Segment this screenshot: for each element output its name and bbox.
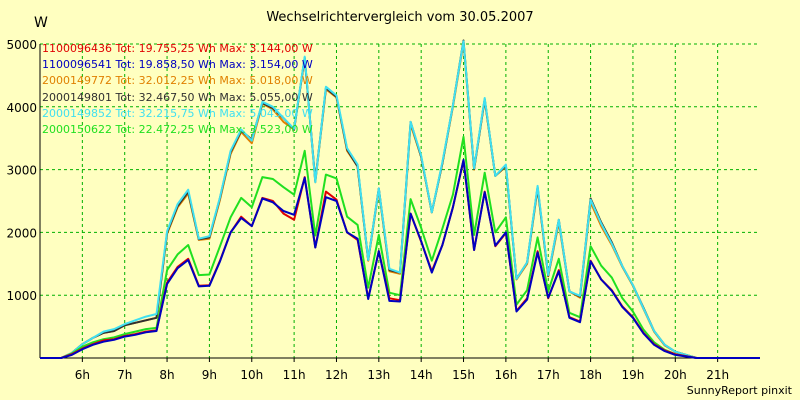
x-tick-label: 10h	[240, 368, 263, 382]
legend-entry-3: 2000149801 Tot: 32.467,50 Wh Max: 5.055,…	[42, 90, 313, 104]
legend: 1100096436 Tot: 19.755,25 Wh Max: 3.144,…	[42, 41, 313, 138]
x-tick-label: 20h	[664, 368, 687, 382]
series-line-4	[40, 40, 760, 359]
legend-entry-1: 1100096541 Tot: 19.858,50 Wh Max: 3.154,…	[42, 58, 313, 72]
footer-credit: SunnyReport pinxit	[686, 384, 792, 397]
y-tick-label: 1000	[6, 289, 37, 303]
tick-labels: 1000 2000 3000 4000 5000 6h 7h 8h 9h 10h 11h 12h 13h…	[6, 38, 729, 382]
series-line-5	[40, 135, 760, 359]
legend-entry-4: 2000149852 Tot: 32.215,75 Wh Max: 5.045,…	[42, 106, 313, 120]
legend-entry-2: 2000149772 Tot: 32.012,25 Wh Max: 5.018,…	[42, 74, 313, 88]
y-tick-label: 5000	[6, 38, 37, 52]
series-line-1	[40, 158, 760, 359]
legend-entry-5: 2000150622 Tot: 22.472,25 Wh Max: 3.523,…	[42, 123, 313, 137]
x-tick-label: 21h	[706, 368, 729, 382]
x-tick-label: 8h	[159, 368, 174, 382]
legend-entry-0: 1100096436 Tot: 19.755,25 Wh Max: 3.144,…	[42, 42, 313, 55]
x-tick-label: 7h	[117, 368, 132, 382]
x-tick-label: 19h	[622, 368, 645, 382]
y-tick-label: 4000	[6, 101, 37, 115]
x-tick-label: 14h	[410, 368, 433, 382]
x-tick-label: 18h	[579, 368, 602, 382]
y-tick-label: 2000	[6, 226, 37, 240]
x-tick-label: 16h	[494, 368, 517, 382]
x-tick-label: 13h	[367, 368, 390, 382]
chart-title: Wechselrichtervergleich vom 30.05.2007	[266, 10, 534, 25]
x-tick-label: 15h	[452, 368, 475, 382]
series-lines	[40, 39, 760, 359]
axes	[39, 44, 760, 362]
x-tick-label: 9h	[202, 368, 217, 382]
x-tick-label: 12h	[325, 368, 348, 382]
y-tick-label: 3000	[6, 164, 37, 178]
y-axis-unit-label: W	[34, 15, 48, 31]
x-tick-label: 11h	[283, 368, 306, 382]
x-tick-label: 6h	[75, 368, 90, 382]
x-tick-label: 17h	[537, 368, 560, 382]
